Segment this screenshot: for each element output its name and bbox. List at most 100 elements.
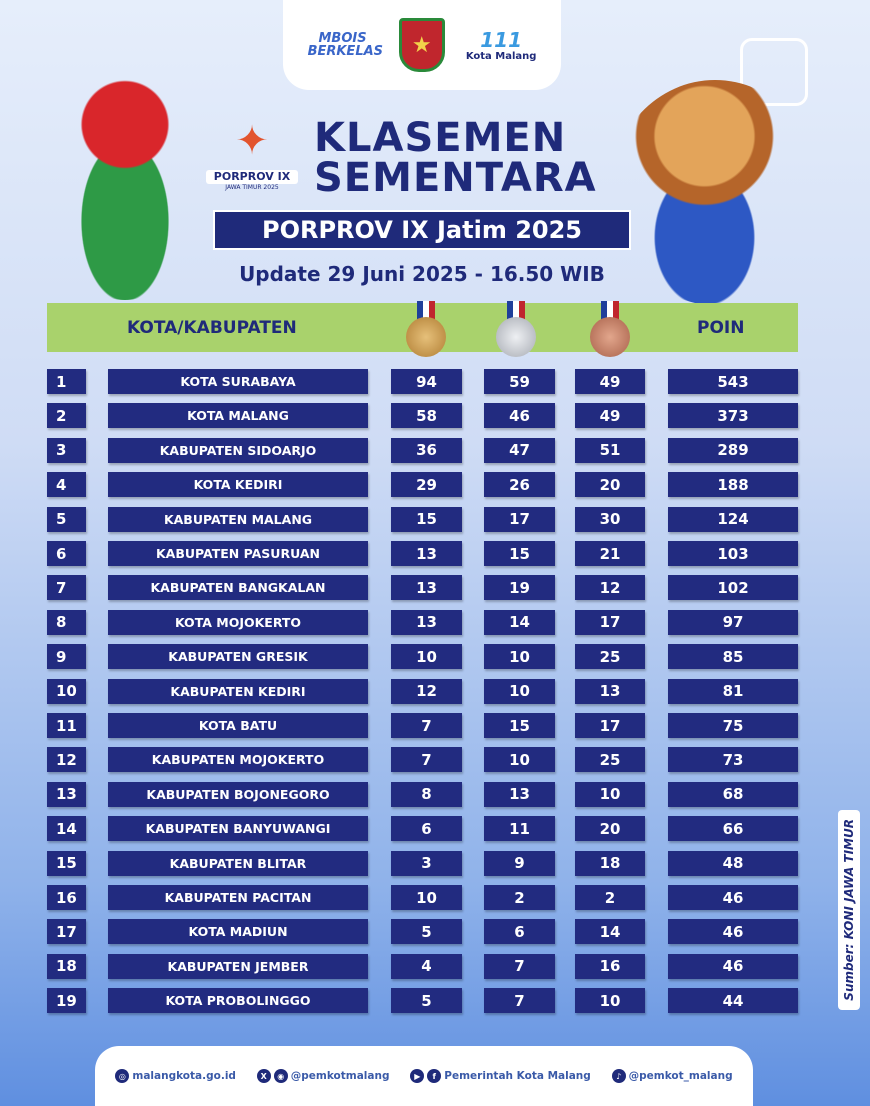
table-row: 17 KOTA MADIUN 5 6 14 46 <box>0 919 870 945</box>
website-link[interactable]: ◎ malangkota.go.id <box>115 1069 236 1083</box>
page-title: KLASEMEN SEMENTARA <box>314 115 597 201</box>
silver-count-cell: 46 <box>484 403 555 429</box>
region-name-cell: KABUPATEN PACITAN <box>108 885 368 910</box>
table-row: 15 KABUPATEN BLITAR 3 9 18 48 <box>0 850 870 876</box>
bronze-count-cell: 14 <box>575 919 645 945</box>
bronze-count-cell: 13 <box>575 678 645 704</box>
silver-count-cell: 59 <box>484 369 555 394</box>
gold-count-cell: 13 <box>391 575 462 601</box>
update-timestamp: Update 29 Juni 2025 - 16.50 WIB <box>239 262 605 286</box>
source-note: Sumber: KONI JAWA TIMUR <box>838 810 860 1010</box>
table-row: 19 KOTA PROBOLINGGO 5 7 10 44 <box>0 988 870 1014</box>
gold-count-cell: 94 <box>391 369 462 394</box>
youtube-icon: ▶ <box>410 1069 425 1083</box>
points-cell: 44 <box>668 988 798 1014</box>
gold-count-cell: 7 <box>391 747 462 773</box>
gold-count-cell: 15 <box>391 506 462 532</box>
silver-count-cell: 15 <box>484 541 555 566</box>
table-row: 10 KABUPATEN KEDIRI 12 10 13 81 <box>0 678 870 704</box>
rank-cell: 15 <box>47 850 86 876</box>
table-row: 16 KABUPATEN PACITAN 10 2 2 46 <box>0 885 870 910</box>
bronze-count-cell: 20 <box>575 472 645 498</box>
instagram-icon: ◉ <box>273 1069 288 1083</box>
silver-count-cell: 14 <box>484 609 555 635</box>
table-row: 8 KOTA MOJOKERTO 13 14 17 97 <box>0 609 870 635</box>
footer-socials: ◎ malangkota.go.id X ◉ @pemkotmalang ▶ f Peme… <box>95 1046 753 1106</box>
points-cell: 124 <box>668 506 798 532</box>
bronze-count-cell: 51 <box>575 437 645 463</box>
lion-mascot <box>610 80 820 305</box>
silver-count-cell: 9 <box>484 850 555 876</box>
bronze-count-cell: 20 <box>575 816 645 842</box>
region-name-cell: KOTA MADIUN <box>108 919 368 945</box>
gold-count-cell: 13 <box>391 609 462 635</box>
table-row: 18 KABUPATEN JEMBER 4 7 16 46 <box>0 953 870 979</box>
malang-emblem-logo: ★ <box>398 18 445 72</box>
gold-count-cell: 29 <box>391 472 462 498</box>
points-cell: 73 <box>668 747 798 773</box>
gold-count-cell: 7 <box>391 713 462 738</box>
rank-cell: 9 <box>47 644 86 670</box>
bronze-medal-icon <box>588 301 632 361</box>
silver-count-cell: 13 <box>484 781 555 807</box>
table-row: 2 KOTA MALANG 58 46 49 373 <box>0 403 870 429</box>
region-name-cell: KABUPATEN MALANG <box>108 506 368 532</box>
gold-medal-icon <box>404 301 448 361</box>
table-row: 13 KABUPATEN BOJONEGORO 8 13 10 68 <box>0 781 870 807</box>
silver-count-cell: 10 <box>484 747 555 773</box>
bronze-count-cell: 25 <box>575 644 645 670</box>
region-name-cell: KOTA SURABAYA <box>108 369 368 394</box>
porprov-mark-icon: ✦ <box>235 118 269 164</box>
gold-count-cell: 6 <box>391 816 462 842</box>
bronze-count-cell: 17 <box>575 609 645 635</box>
points-cell: 103 <box>668 541 798 566</box>
x-instagram-link[interactable]: X ◉ @pemkotmalang <box>256 1069 389 1083</box>
region-name-cell: KABUPATEN BANYUWANGI <box>108 816 368 842</box>
points-cell: 46 <box>668 953 798 979</box>
region-name-cell: KOTA MALANG <box>108 403 368 429</box>
rank-cell: 11 <box>47 713 86 738</box>
bronze-count-cell: 49 <box>575 369 645 394</box>
points-cell: 75 <box>668 713 798 738</box>
header-region: KOTA/KABUPATEN <box>127 317 297 338</box>
bronze-count-cell: 10 <box>575 781 645 807</box>
silver-count-cell: 15 <box>484 713 555 738</box>
table-row: 14 KABUPATEN BANYUWANGI 6 11 20 66 <box>0 816 870 842</box>
table-row: 5 KABUPATEN MALANG 15 17 30 124 <box>0 506 870 532</box>
youtube-facebook-link[interactable]: ▶ f Pemerintah Kota Malang <box>410 1069 591 1083</box>
points-cell: 102 <box>668 575 798 601</box>
tiktok-link[interactable]: ♪ @pemkot_malang <box>611 1069 733 1083</box>
silver-count-cell: 47 <box>484 437 555 463</box>
top-logos: MBOIS BERKELAS ★ 111 Kota Malang <box>283 0 561 90</box>
silver-count-cell: 2 <box>484 885 555 910</box>
rank-cell: 1 <box>47 369 86 394</box>
points-cell: 289 <box>668 437 798 463</box>
table-row: 3 KABUPATEN SIDOARJO 36 47 51 289 <box>0 437 870 463</box>
region-name-cell: KOTA MOJOKERTO <box>108 609 368 635</box>
rank-cell: 14 <box>47 816 86 842</box>
points-cell: 81 <box>668 678 798 704</box>
points-cell: 543 <box>668 369 798 394</box>
kota-malang-111-logo: 111 Kota Malang <box>465 27 537 62</box>
bronze-count-cell: 18 <box>575 850 645 876</box>
points-cell: 373 <box>668 403 798 429</box>
table-row: 1 KOTA SURABAYA 94 59 49 543 <box>0 369 870 394</box>
rank-cell: 19 <box>47 988 86 1014</box>
silver-count-cell: 7 <box>484 988 555 1014</box>
points-cell: 46 <box>668 919 798 945</box>
points-cell: 48 <box>668 850 798 876</box>
gold-count-cell: 10 <box>391 644 462 670</box>
region-name-cell: KABUPATEN BOJONEGORO <box>108 781 368 807</box>
silver-count-cell: 11 <box>484 816 555 842</box>
gold-count-cell: 10 <box>391 885 462 910</box>
rank-cell: 12 <box>47 747 86 773</box>
region-name-cell: KABUPATEN BLITAR <box>108 850 368 876</box>
gold-count-cell: 12 <box>391 678 462 704</box>
table-row: 4 KOTA KEDIRI 29 26 20 188 <box>0 472 870 498</box>
bronze-count-cell: 30 <box>575 506 645 532</box>
gold-count-cell: 8 <box>391 781 462 807</box>
points-cell: 68 <box>668 781 798 807</box>
points-cell: 46 <box>668 885 798 910</box>
gold-count-cell: 58 <box>391 403 462 429</box>
silver-count-cell: 17 <box>484 506 555 532</box>
